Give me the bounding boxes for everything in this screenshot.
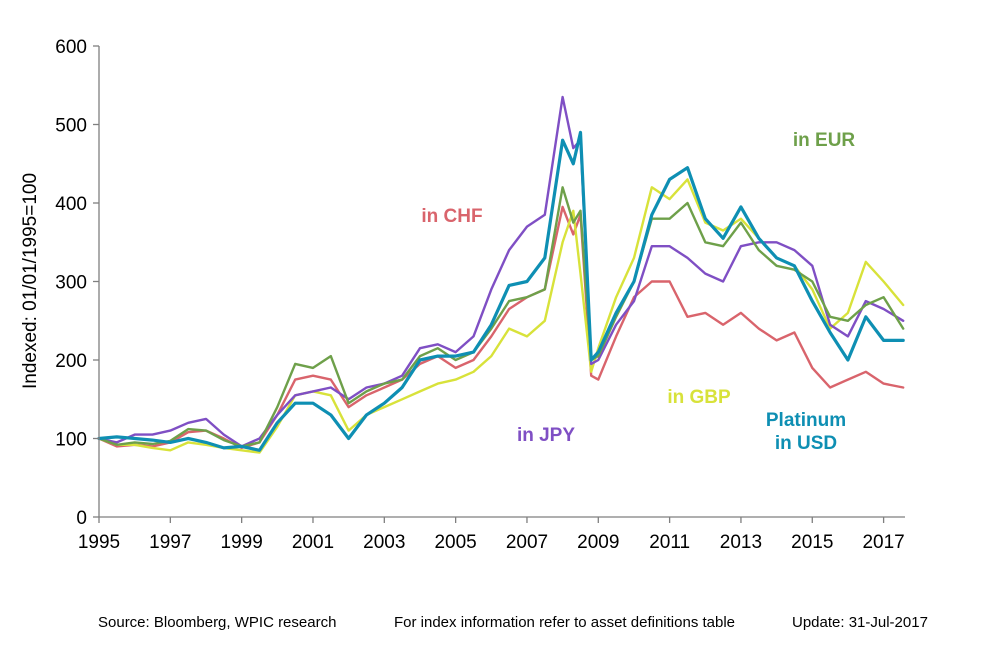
x-tick-label: 2013 (720, 532, 762, 553)
y-tick-label: 500 (55, 116, 87, 137)
x-tick-label: 2017 (862, 532, 904, 553)
footer-update: Update: 31-Jul-2017 (792, 614, 928, 631)
series-label-chf: in CHF (421, 206, 482, 227)
footer-source: Source: Bloomberg, WPIC research (98, 614, 337, 631)
x-tick-label: 1995 (78, 532, 120, 553)
x-tick-label: 2011 (649, 532, 690, 553)
series-label-eur: in EUR (793, 130, 856, 151)
series-line-eur (97, 186, 905, 448)
series-layer (97, 95, 905, 454)
y-tick-label: 300 (55, 273, 87, 294)
x-tick-label: 1999 (221, 532, 263, 553)
y-tick-label: 600 (55, 37, 87, 58)
series-label-usd: Platinum in USD (766, 410, 846, 454)
series-line-jpy (97, 95, 905, 448)
x-tick-label: 2009 (577, 532, 619, 553)
series-label-gbp: in GBP (667, 387, 731, 408)
x-tick-label: 1997 (149, 532, 191, 553)
y-axis-title: Indexed: 01/01/1995=100 (20, 173, 41, 389)
footer-note: For index information refer to asset def… (394, 614, 736, 631)
y-tick-label: 100 (55, 430, 87, 451)
y-tick-label: 0 (76, 508, 87, 529)
x-tick-label: 2015 (791, 532, 833, 553)
series-line-usd (97, 130, 905, 452)
x-tick-label: 2003 (363, 532, 405, 553)
x-tick-label: 2001 (292, 532, 334, 553)
series-label-jpy: in JPY (517, 425, 575, 446)
x-tick-label: 2007 (506, 532, 548, 553)
y-tick-label: 200 (55, 351, 87, 372)
x-tick-label: 2005 (434, 532, 476, 553)
ticks: 0 100 200 300 400 500 600 1995 1997 1999 2001 2003 2… (55, 37, 904, 553)
y-tick-label: 400 (55, 194, 87, 215)
series-labels: in CHF in EUR in GBP in JPY Platinum in USD (421, 130, 855, 454)
